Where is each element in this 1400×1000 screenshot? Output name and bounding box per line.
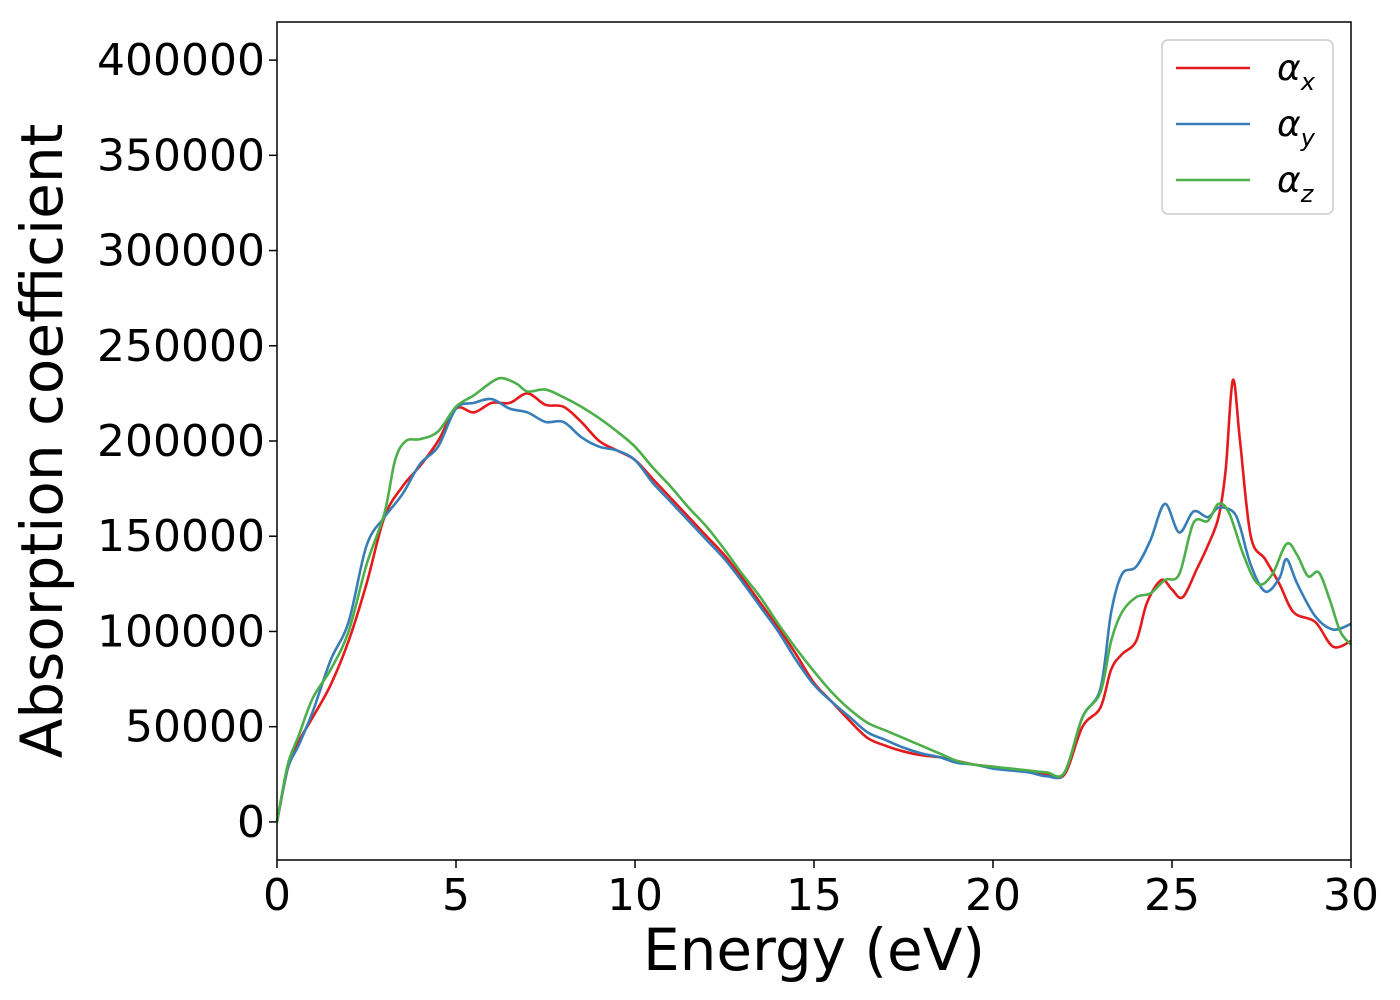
legend-label-main: α — [1277, 160, 1301, 201]
x-tick-label: 30 — [1323, 870, 1379, 921]
legend-label-y: αy — [1277, 104, 1316, 152]
y-axis-ticks: 0 50000 100000 150000 200000 250000 300000 3500… — [97, 35, 277, 848]
legend-label-sub: z — [1300, 180, 1315, 208]
legend-label-sub: x — [1300, 68, 1316, 96]
x-tick-label: 15 — [786, 870, 842, 921]
legend-label-main: α — [1277, 48, 1301, 89]
legend-label-sub: y — [1300, 124, 1316, 152]
legend-label-z: αz — [1277, 160, 1315, 208]
y-tick-label: 350000 — [97, 130, 265, 181]
x-tick-label: 0 — [263, 870, 291, 921]
x-axis-title: Energy (eV) — [643, 916, 985, 984]
plot-frame — [276, 21, 1352, 861]
x-tick-label: 10 — [607, 870, 663, 921]
legend-box — [1161, 39, 1334, 215]
legend-label-x: αx — [1277, 48, 1316, 96]
y-tick-label: 200000 — [97, 416, 265, 467]
series-layer — [275, 376, 1353, 823]
x-axis-ticks: 0 5 10 15 20 25 30 — [263, 860, 1379, 921]
y-tick-label: 0 — [237, 797, 265, 848]
y-tick-label: 150000 — [97, 511, 265, 562]
y-axis-title: Absorption coefficient — [8, 124, 76, 759]
y-tick-label: 300000 — [97, 226, 265, 277]
y-tick-label: 250000 — [97, 321, 265, 372]
legend-label-main: α — [1277, 104, 1301, 145]
y-tick-label: 400000 — [97, 35, 265, 86]
x-tick-label: 5 — [442, 870, 470, 921]
x-tick-label: 25 — [1144, 870, 1200, 921]
series-line-z — [275, 376, 1353, 823]
y-tick-label: 50000 — [125, 702, 265, 753]
y-tick-label: 100000 — [97, 606, 265, 657]
x-tick-label: 20 — [965, 870, 1021, 921]
